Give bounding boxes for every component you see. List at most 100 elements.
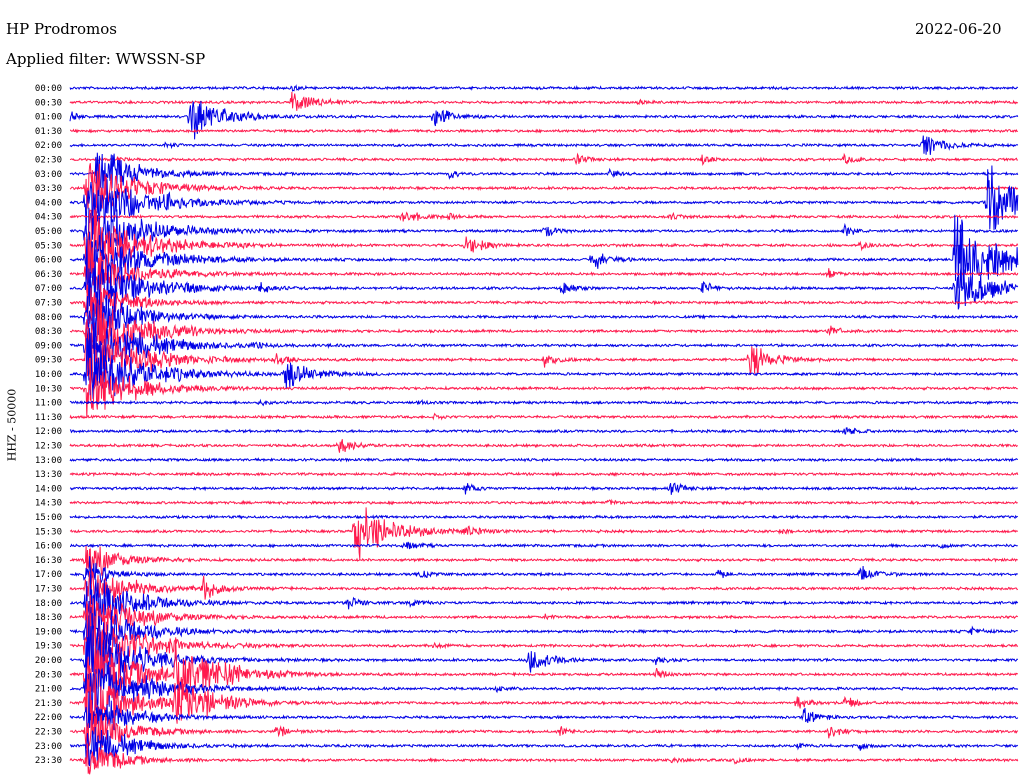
trace-row — [69, 726, 1019, 767]
row-time-label: 10:30 — [35, 384, 62, 394]
row-time-label: 03:30 — [35, 184, 62, 194]
trace-row — [69, 574, 1019, 633]
row-time-label: 05:30 — [35, 241, 62, 251]
trace-row — [69, 615, 1019, 684]
row-time-label: 20:00 — [35, 656, 62, 666]
row-time-label: 16:30 — [35, 556, 62, 566]
row-time-label: 14:30 — [35, 499, 62, 509]
trace-row — [69, 427, 1019, 435]
row-time-label: 22:00 — [35, 713, 62, 723]
row-time-label: 00:30 — [35, 98, 62, 108]
row-time-label: 14:00 — [35, 484, 62, 494]
row-time-label: 11:30 — [35, 413, 62, 423]
trace-row — [69, 84, 1019, 92]
row-time-label: 08:30 — [35, 327, 62, 337]
trace-row — [69, 91, 1019, 111]
trace-row — [69, 127, 1018, 134]
trace-row — [69, 672, 1019, 737]
row-time-label: 13:30 — [35, 470, 62, 480]
row-time-label: 01:30 — [35, 127, 62, 137]
row-time-label: 12:00 — [35, 427, 62, 437]
trace-row — [69, 357, 1018, 418]
row-time-label: 20:30 — [35, 670, 62, 680]
row-time-label: 18:30 — [35, 613, 62, 623]
row-time-label: 21:00 — [35, 685, 62, 695]
trace-row — [69, 482, 1018, 495]
trace-row — [69, 312, 1019, 386]
row-time-label: 12:30 — [35, 442, 62, 452]
trace-row — [69, 498, 1018, 506]
row-time-label: 11:00 — [35, 399, 62, 409]
trace-row — [69, 207, 1019, 276]
row-time-label: 06:00 — [35, 256, 62, 266]
row-time-label: 02:30 — [35, 156, 62, 166]
trace-row — [69, 246, 1019, 314]
trace-row — [69, 456, 1018, 463]
trace-row — [69, 594, 1019, 646]
trace-row — [70, 541, 1018, 550]
date-label: 2022-06-20 — [915, 20, 1002, 38]
row-time-label: 04:00 — [35, 198, 62, 208]
row-time-label: 02:00 — [35, 141, 62, 151]
row-time-label: 19:00 — [35, 627, 62, 637]
trace-row — [69, 152, 1019, 197]
row-time-label: 21:30 — [35, 699, 62, 709]
trace-row — [69, 507, 1019, 559]
trace-row — [69, 207, 1018, 255]
trace-row — [69, 605, 1018, 657]
row-time-label: 06:30 — [35, 270, 62, 280]
row-time-label: 07:30 — [35, 299, 62, 309]
trace-row — [69, 743, 1019, 775]
row-time-label: 09:00 — [35, 341, 62, 351]
row-time-label: 13:00 — [35, 456, 62, 466]
trace-row — [69, 545, 1018, 580]
trace-row — [69, 289, 1019, 354]
row-time-label: 15:00 — [35, 513, 62, 523]
row-time-label: 07:00 — [35, 284, 62, 294]
trace-row — [69, 165, 1019, 240]
trace-row — [69, 332, 1019, 400]
trace-row — [69, 322, 1018, 401]
trace-row — [69, 691, 1019, 737]
trace-row — [69, 398, 1019, 407]
row-time-label: 23:00 — [35, 742, 62, 752]
trace-row — [69, 637, 1019, 699]
row-time-label: 09:30 — [35, 356, 62, 366]
row-time-label: 04:30 — [35, 213, 62, 223]
row-time-label: 17:00 — [35, 570, 62, 580]
row-time-label: 18:00 — [35, 599, 62, 609]
trace-row — [69, 556, 1019, 585]
trace-row — [69, 705, 1019, 749]
trace-row — [69, 284, 1019, 324]
trace-row — [69, 303, 1019, 375]
row-time-label: 19:30 — [35, 642, 62, 652]
row-time-label: 08:00 — [35, 313, 62, 323]
trace-row — [69, 211, 1019, 222]
filter-label: Applied filter: WWSSN-SP — [6, 50, 206, 68]
row-time-label: 10:00 — [35, 370, 62, 380]
trace-row — [69, 100, 1019, 140]
row-time-label: 22:30 — [35, 728, 62, 738]
trace-row — [69, 471, 1019, 478]
trace-row — [69, 439, 1019, 453]
row-time-label: 05:00 — [35, 227, 62, 237]
trace-row — [69, 661, 1019, 719]
trace-row — [69, 239, 1019, 294]
station-title: HP Prodromos — [6, 20, 117, 38]
trace-row — [69, 135, 1019, 155]
trace-row — [69, 603, 1019, 687]
row-time-label: 15:30 — [35, 527, 62, 537]
trace-row — [69, 163, 1019, 214]
trace-row — [69, 152, 1019, 166]
row-time-label: 01:00 — [35, 113, 62, 123]
row-time-label: 23:30 — [35, 756, 62, 766]
trace-row — [69, 412, 1019, 421]
trace-row — [69, 214, 1019, 291]
trace-row — [69, 514, 1018, 521]
row-time-label: 17:30 — [35, 585, 62, 595]
row-time-label: 03:00 — [35, 170, 62, 180]
trace-row — [69, 570, 1019, 611]
row-time-label: 16:00 — [35, 542, 62, 552]
row-time-label: 00:00 — [35, 84, 62, 94]
